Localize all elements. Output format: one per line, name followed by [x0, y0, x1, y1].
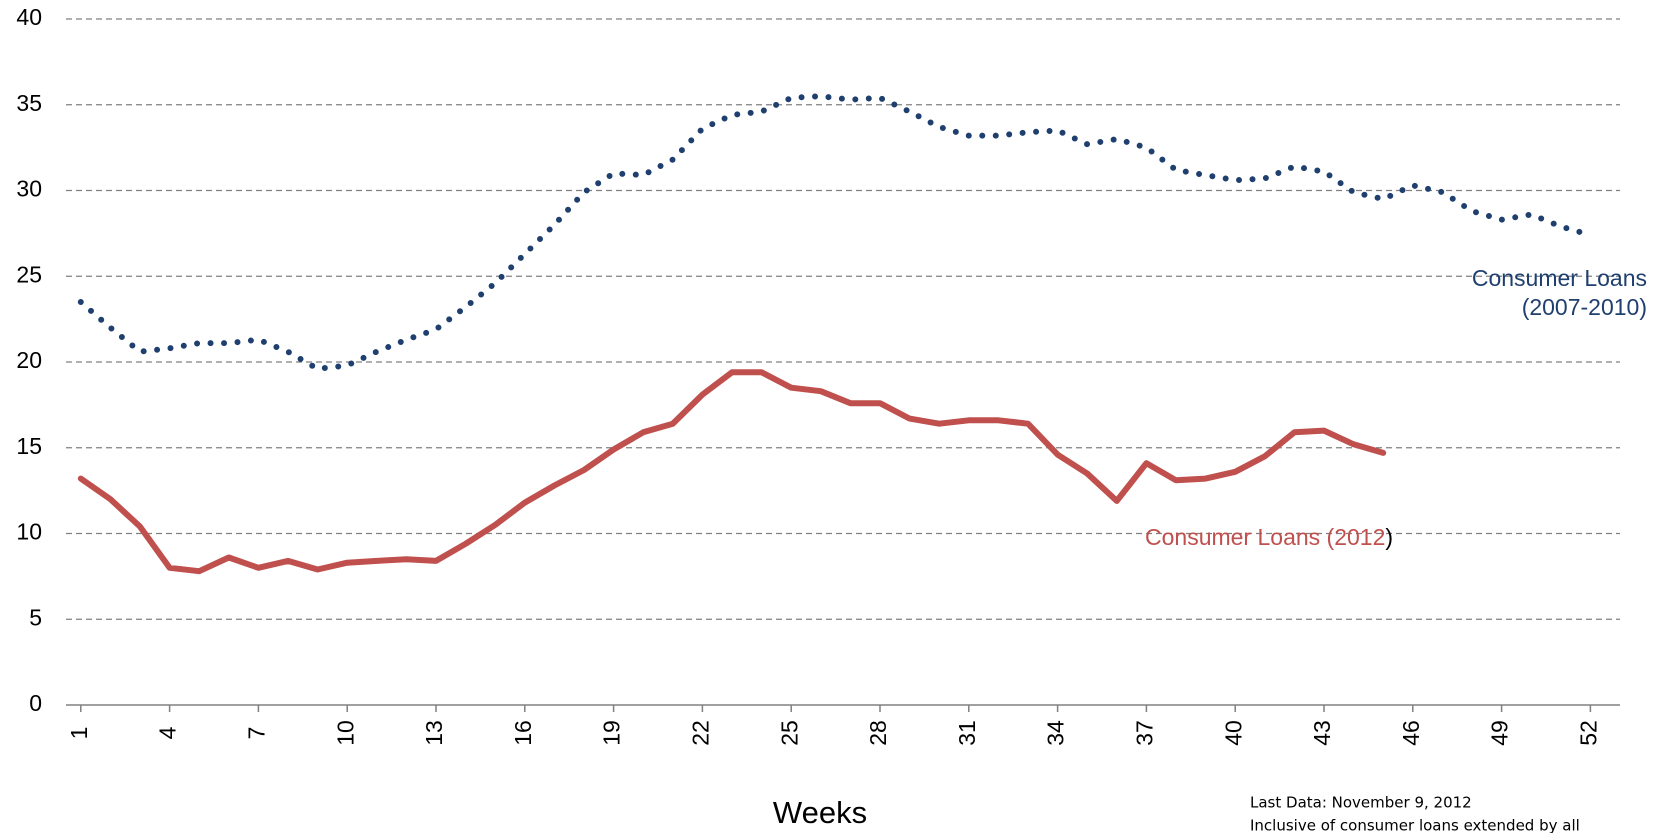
x-tick-label: 7 [243, 727, 269, 740]
y-tick-label: 25 [16, 261, 42, 287]
x-tick-label: 19 [599, 720, 625, 746]
y-tick-label: 40 [16, 4, 42, 30]
x-tick-label: 40 [1220, 720, 1246, 746]
x-tick-label: 43 [1309, 720, 1335, 746]
series-label: Consumer Loans [1472, 265, 1647, 291]
series-label-part: ) [1385, 524, 1393, 550]
series-label-part: Consumer Loans (2012 [1145, 524, 1385, 550]
y-tick-label: 15 [16, 433, 42, 459]
series-label: Consumer Loans (2012) [1145, 524, 1393, 550]
x-tick-label: 25 [776, 720, 802, 746]
x-tick-label: 49 [1487, 720, 1513, 746]
y-tick-label: 20 [16, 347, 42, 373]
x-tick-label: 46 [1398, 720, 1424, 746]
x-axis-label: Weeks [773, 795, 867, 830]
x-tick-label: 52 [1575, 720, 1601, 746]
x-tick-label: 28 [865, 720, 891, 746]
series-label: (2007-2010) [1522, 294, 1647, 320]
x-tick-label: 16 [510, 720, 536, 746]
x-tick-label: 13 [421, 720, 447, 746]
x-tick-label: 4 [155, 726, 181, 739]
x-tick-label: 22 [687, 720, 713, 746]
y-tick-label: 0 [29, 690, 42, 716]
x-tick-label: 34 [1043, 720, 1069, 746]
y-tick-label: 10 [16, 519, 42, 545]
series-line [77, 93, 1594, 372]
x-tick-label: 1 [66, 727, 92, 740]
y-tick-label: 35 [16, 90, 42, 116]
series-line [77, 369, 1387, 575]
x-tick-label: 10 [332, 720, 358, 746]
note: Last Data: November 9, 2012 [1250, 794, 1472, 812]
y-tick-label: 5 [29, 604, 42, 630]
note: Inclusive of consumer loans extended by … [1250, 817, 1580, 833]
x-tick-label: 37 [1131, 720, 1157, 746]
y-tick-label: 30 [16, 176, 42, 202]
x-tick-label: 31 [954, 720, 980, 746]
